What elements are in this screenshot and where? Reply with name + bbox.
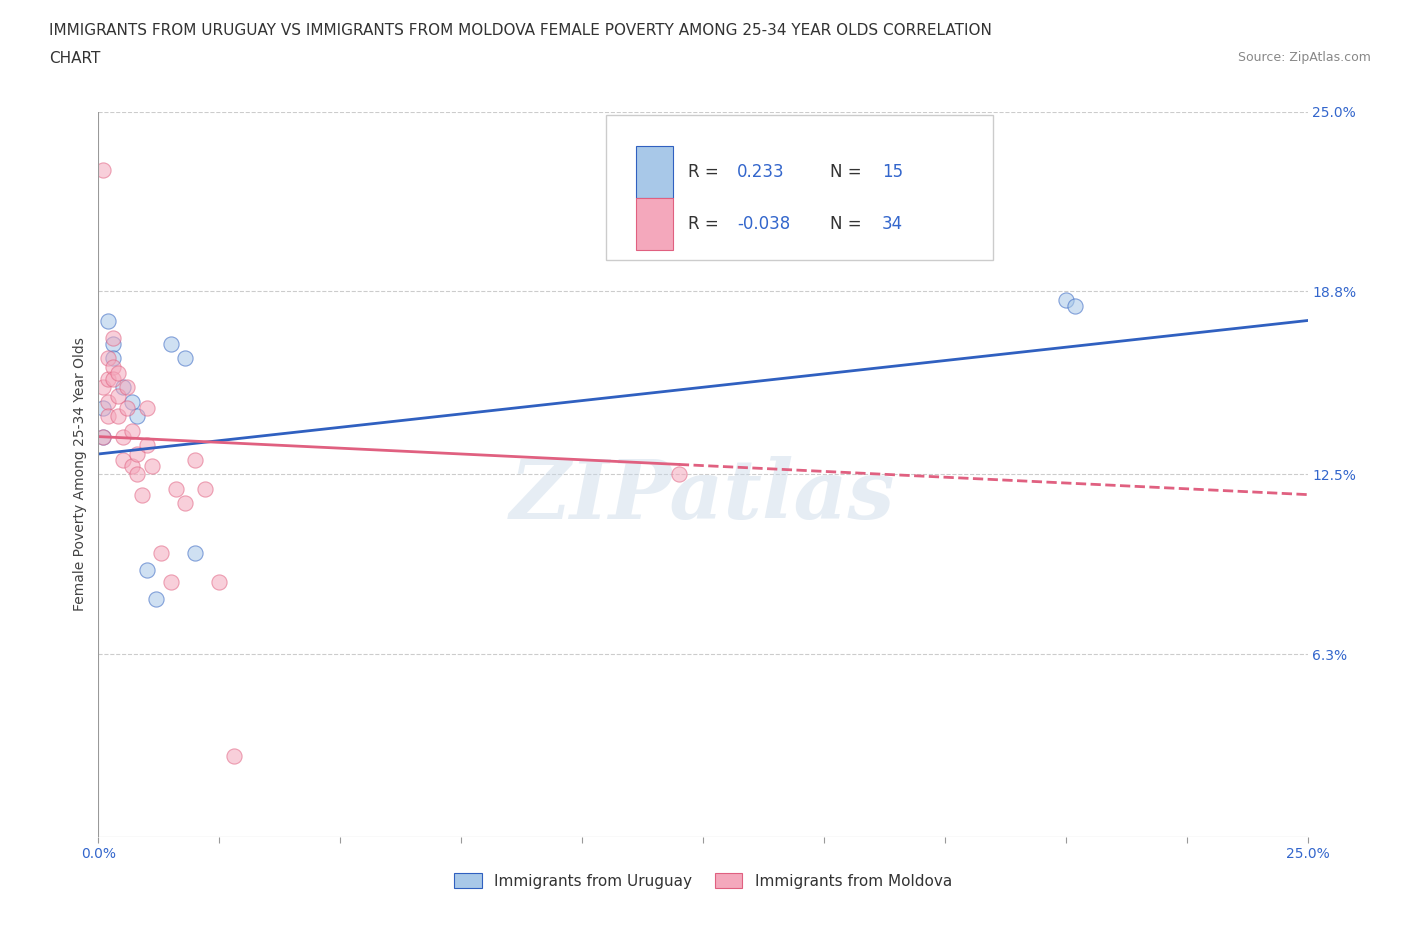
- Point: [222, 749, 245, 764]
- Point: [101, 351, 124, 365]
- Point: [131, 487, 153, 502]
- Text: 34: 34: [882, 216, 903, 233]
- Point: [184, 452, 207, 467]
- Text: 15: 15: [882, 163, 903, 181]
- Text: -0.038: -0.038: [737, 216, 790, 233]
- Text: Source: ZipAtlas.com: Source: ZipAtlas.com: [1237, 51, 1371, 64]
- Point: [208, 574, 231, 589]
- FancyBboxPatch shape: [637, 198, 672, 250]
- Y-axis label: Female Poverty Among 25-34 Year Olds: Female Poverty Among 25-34 Year Olds: [73, 338, 87, 611]
- Point: [121, 423, 143, 438]
- Point: [107, 409, 129, 424]
- Point: [174, 351, 197, 365]
- FancyBboxPatch shape: [606, 115, 993, 260]
- Point: [160, 337, 183, 352]
- Text: CHART: CHART: [49, 51, 101, 66]
- Point: [101, 337, 124, 352]
- Text: N =: N =: [830, 216, 862, 233]
- Point: [101, 371, 124, 386]
- Point: [174, 496, 197, 511]
- Text: 0.233: 0.233: [737, 163, 785, 181]
- Point: [160, 574, 183, 589]
- Point: [97, 351, 120, 365]
- Point: [127, 467, 149, 482]
- Point: [121, 394, 143, 409]
- Point: [184, 545, 207, 560]
- Point: [111, 452, 134, 467]
- Point: [127, 409, 149, 424]
- Point: [91, 400, 114, 415]
- Point: [97, 394, 120, 409]
- Point: [107, 365, 129, 380]
- Point: [194, 482, 217, 497]
- Text: N =: N =: [830, 163, 862, 181]
- Point: [107, 389, 129, 404]
- Point: [97, 371, 120, 386]
- Text: R =: R =: [689, 216, 720, 233]
- Point: [165, 482, 187, 497]
- Point: [117, 379, 139, 394]
- Point: [141, 458, 163, 473]
- Text: R =: R =: [689, 163, 720, 181]
- Point: [135, 438, 157, 453]
- Point: [1064, 299, 1087, 313]
- Point: [91, 429, 114, 444]
- Point: [91, 162, 114, 177]
- Point: [111, 429, 134, 444]
- Point: [91, 379, 114, 394]
- Point: [101, 360, 124, 375]
- Point: [145, 591, 167, 606]
- FancyBboxPatch shape: [637, 146, 672, 198]
- Point: [91, 429, 114, 444]
- Point: [121, 458, 143, 473]
- Text: ZIPatlas: ZIPatlas: [510, 456, 896, 536]
- Point: [1054, 293, 1077, 308]
- Point: [97, 409, 120, 424]
- Point: [668, 467, 690, 482]
- Point: [101, 330, 124, 345]
- Point: [117, 400, 139, 415]
- Text: IMMIGRANTS FROM URUGUAY VS IMMIGRANTS FROM MOLDOVA FEMALE POVERTY AMONG 25-34 YE: IMMIGRANTS FROM URUGUAY VS IMMIGRANTS FR…: [49, 23, 993, 38]
- Point: [135, 400, 157, 415]
- Point: [97, 313, 120, 328]
- Point: [135, 563, 157, 578]
- Point: [127, 446, 149, 461]
- Legend: Immigrants from Uruguay, Immigrants from Moldova: Immigrants from Uruguay, Immigrants from…: [449, 867, 957, 895]
- Point: [111, 379, 134, 394]
- Point: [150, 545, 173, 560]
